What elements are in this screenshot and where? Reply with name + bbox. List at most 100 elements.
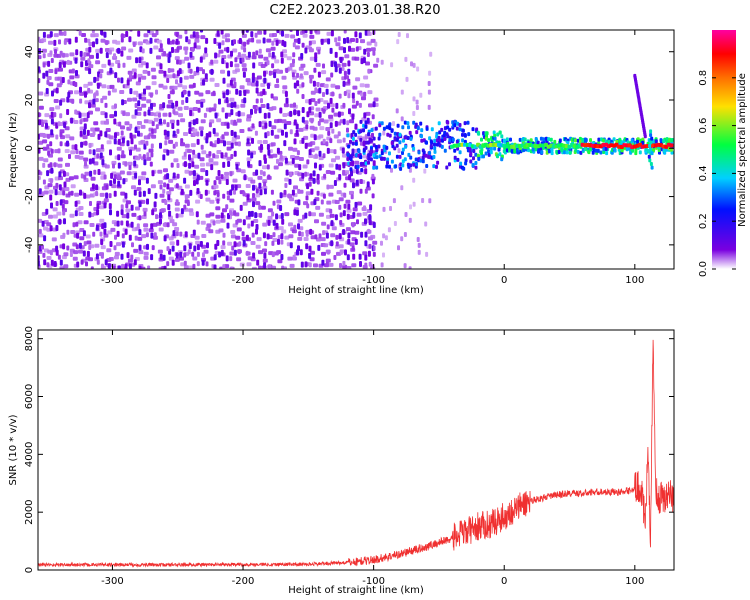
heatmap-cell: [282, 113, 288, 117]
heatmap-cell: [191, 251, 195, 257]
heatmap-cell: [347, 60, 351, 67]
heatmap-cell: [79, 91, 85, 96]
heatmap-cell: [178, 68, 182, 75]
heatmap-cell: [337, 111, 341, 118]
heatmap-cell: [399, 166, 403, 171]
heatmap-cell: [427, 81, 431, 86]
heatmap-cell: [163, 168, 168, 173]
heatmap-cell: [257, 140, 263, 144]
heatmap-cell: [440, 144, 444, 149]
heatmap-cell: [209, 212, 215, 217]
heatmap-cell: [74, 90, 79, 95]
heatmap-cell: [346, 208, 352, 213]
heatmap-cell: [574, 148, 578, 153]
heatmap-cell: [51, 90, 54, 97]
heatmap-cell: [319, 126, 325, 131]
heatmap-cell: [222, 161, 226, 168]
heatmap-cell: [120, 33, 124, 39]
heatmap-cell: [335, 42, 341, 47]
heatmap-cell: [184, 169, 190, 174]
heatmap-cell: [213, 103, 217, 109]
heatmap-cell: [258, 204, 262, 210]
heatmap-cell: [59, 199, 63, 206]
heatmap-cell: [487, 138, 491, 143]
heatmap-cell: [151, 209, 155, 216]
heatmap-cell: [377, 136, 381, 141]
heatmap-cell: [346, 213, 350, 220]
heatmap-cell: [557, 150, 561, 154]
heatmap-cell: [227, 70, 231, 77]
heatmap-cell: [259, 212, 263, 218]
heatmap-cell: [252, 184, 255, 191]
heatmap-cell: [196, 244, 200, 251]
heatmap-cell: [113, 138, 117, 145]
heatmap-cell: [192, 170, 196, 177]
heatmap-cell: [385, 125, 389, 130]
heatmap-cell: [221, 40, 225, 46]
heatmap-cell: [147, 30, 151, 34]
heatmap-cell: [329, 208, 333, 214]
heatmap-cell: [382, 206, 386, 212]
heatmap-cell: [162, 254, 166, 261]
heatmap-cell: [79, 98, 83, 104]
heatmap-cell: [59, 259, 63, 266]
heatmap-cell: [235, 219, 239, 225]
heatmap-cell: [309, 78, 313, 84]
heatmap-cell: [174, 257, 180, 262]
heatmap-cell: [354, 230, 360, 235]
heatmap-cell: [246, 157, 252, 162]
heatmap-cell: [322, 193, 326, 199]
heatmap-cell: [258, 54, 264, 59]
heatmap-cell: [331, 226, 337, 231]
heatmap-cell: [271, 252, 275, 258]
heatmap-cell: [576, 149, 580, 154]
heatmap-cell: [143, 88, 146, 95]
heatmap-cell: [363, 112, 367, 119]
heatmap-cell: [226, 89, 229, 96]
heatmap-cell: [135, 81, 141, 86]
heatmap-cell: [393, 131, 397, 136]
heatmap-cell: [403, 120, 407, 125]
heatmap-cell: [650, 136, 654, 141]
heatmap-cell: [289, 242, 293, 249]
heatmap-cell: [304, 142, 308, 149]
heatmap-cell: [334, 200, 340, 204]
heatmap-cell: [366, 41, 372, 46]
heatmap-cell: [83, 123, 87, 130]
heatmap-cell: [662, 148, 666, 153]
heatmap-cell: [225, 38, 231, 43]
heatmap-cell: [406, 121, 410, 126]
heatmap-cell: [138, 153, 142, 159]
heatmap-cell: [176, 163, 180, 168]
heatmap-cell: [382, 130, 386, 136]
heatmap-cell: [38, 218, 43, 223]
heatmap-cell: [297, 199, 301, 206]
heatmap-cell: [200, 220, 206, 225]
heatmap-cell: [82, 250, 86, 257]
heatmap-cell: [363, 75, 369, 80]
heatmap-cell: [433, 138, 437, 143]
heatmap-cell: [201, 150, 207, 155]
heatmap-cell: [329, 213, 335, 218]
heatmap-cell: [343, 182, 347, 188]
heatmap-cell: [236, 118, 242, 123]
heatmap-cell: [38, 233, 44, 238]
heatmap-cell: [371, 132, 374, 138]
heatmap-cell: [283, 123, 287, 130]
heatmap-cell: [306, 111, 310, 118]
heatmap-cell: [326, 249, 330, 255]
heatmap-cell: [180, 188, 184, 195]
heatmap-cell: [333, 255, 337, 260]
heatmap-cell: [131, 134, 137, 139]
heatmap-cell: [96, 153, 100, 159]
heatmap-cell: [334, 37, 338, 43]
heatmap-cell: [359, 83, 365, 88]
heatmap-cell: [76, 232, 80, 239]
heatmap-cell: [406, 136, 410, 140]
heatmap-cell: [189, 74, 195, 79]
heatmap-cell: [355, 46, 359, 52]
heatmap-cell: [302, 164, 308, 169]
heatmap-cell: [364, 188, 368, 194]
heatmap-cell: [42, 139, 48, 144]
heatmap-cell: [213, 254, 217, 261]
